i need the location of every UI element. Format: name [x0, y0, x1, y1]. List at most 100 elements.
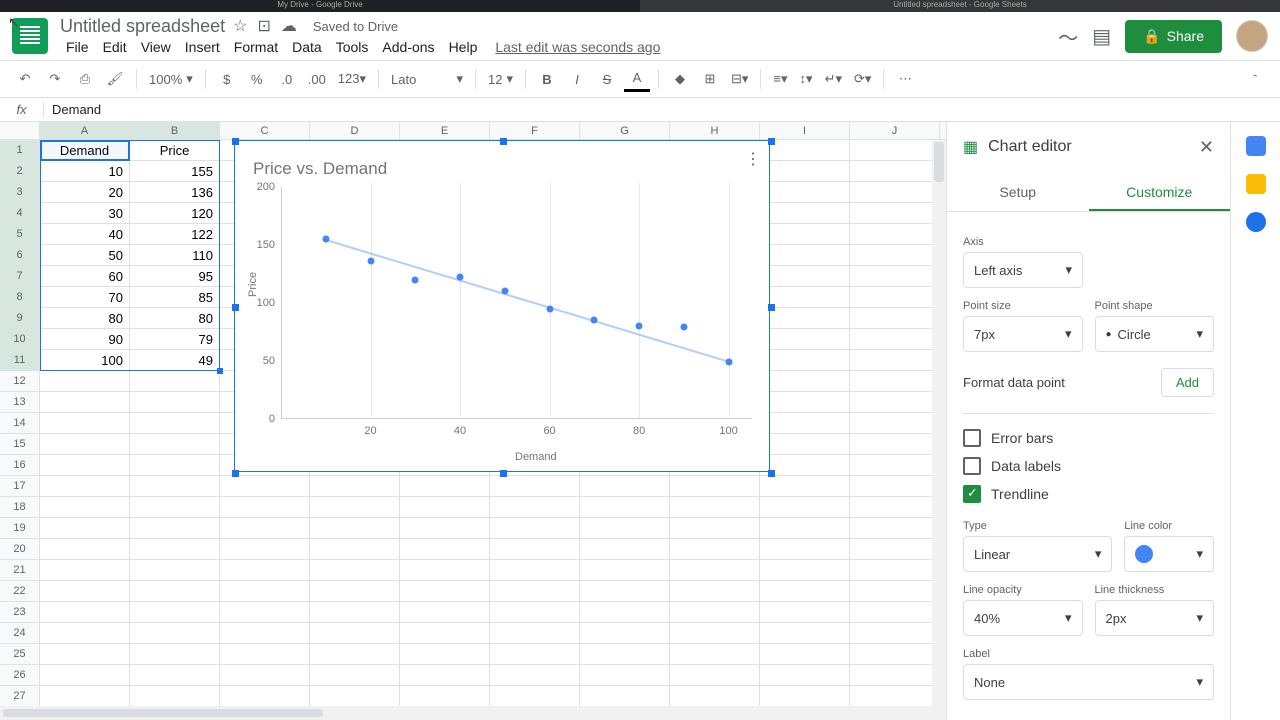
resize-handle[interactable]	[232, 304, 239, 311]
menu-add-ons[interactable]: Add-ons	[376, 37, 440, 57]
browser-tab-sheets[interactable]: Untitled spreadsheet - Google Sheets	[640, 0, 1280, 12]
cell[interactable]	[400, 623, 490, 644]
cell[interactable]	[130, 434, 220, 455]
move-icon[interactable]: ⊡	[257, 16, 270, 36]
point-size-dropdown[interactable]: 7px▾	[963, 316, 1083, 352]
cell[interactable]	[490, 539, 580, 560]
cell[interactable]	[580, 476, 670, 497]
cell[interactable]	[40, 392, 130, 413]
browser-tab-drive[interactable]: My Drive - Google Drive	[0, 0, 640, 12]
cell[interactable]: 90	[40, 329, 130, 350]
cell[interactable]	[850, 287, 940, 308]
borders-icon[interactable]: ⊞	[697, 66, 723, 92]
cell[interactable]	[40, 560, 130, 581]
cell[interactable]	[220, 518, 310, 539]
cell[interactable]	[220, 581, 310, 602]
cell[interactable]	[850, 497, 940, 518]
sheet-area[interactable]: ABCDEFGHIJ 12345678910111213141516171819…	[0, 122, 946, 720]
close-icon[interactable]: ✕	[1199, 137, 1214, 158]
cell[interactable]	[850, 455, 940, 476]
row-header[interactable]: 13	[0, 392, 39, 413]
resize-handle[interactable]	[500, 138, 507, 145]
cell[interactable]	[490, 665, 580, 686]
cell[interactable]	[850, 350, 940, 371]
cell[interactable]: 100	[40, 350, 130, 371]
cell[interactable]	[40, 434, 130, 455]
cell[interactable]	[310, 476, 400, 497]
cell[interactable]	[760, 518, 850, 539]
bold-icon[interactable]: B	[534, 66, 560, 92]
cell[interactable]	[40, 665, 130, 686]
resize-handle[interactable]	[500, 470, 507, 477]
cell[interactable]	[760, 644, 850, 665]
col-header[interactable]: E	[400, 122, 490, 139]
cell[interactable]	[670, 518, 760, 539]
menu-edit[interactable]: Edit	[97, 37, 133, 57]
col-header[interactable]: G	[580, 122, 670, 139]
cell[interactable]	[580, 623, 670, 644]
cell[interactable]	[220, 623, 310, 644]
cell[interactable]: 49	[130, 350, 220, 371]
resize-handle[interactable]	[768, 304, 775, 311]
cell[interactable]	[760, 245, 850, 266]
cell[interactable]: 40	[40, 224, 130, 245]
redo-icon[interactable]: ↷	[42, 66, 68, 92]
cell[interactable]	[580, 581, 670, 602]
menu-view[interactable]: View	[135, 37, 177, 57]
row-header[interactable]: 22	[0, 581, 39, 602]
cell[interactable]	[40, 686, 130, 707]
cell[interactable]	[400, 539, 490, 560]
cell[interactable]	[850, 182, 940, 203]
cell[interactable]	[850, 329, 940, 350]
cell[interactable]: Price	[130, 140, 220, 161]
cell[interactable]	[850, 434, 940, 455]
cell[interactable]	[850, 518, 940, 539]
cell[interactable]	[40, 371, 130, 392]
cell[interactable]	[760, 224, 850, 245]
number-format-dropdown[interactable]: 123▾	[334, 71, 370, 87]
cell[interactable]: 80	[40, 308, 130, 329]
select-all-corner[interactable]	[0, 122, 40, 139]
row-header[interactable]: 10	[0, 329, 39, 350]
paint-format-icon[interactable]: 🖌	[102, 66, 128, 92]
cell[interactable]	[130, 518, 220, 539]
chart-menu-icon[interactable]: ⋮	[745, 149, 761, 169]
cell[interactable]	[760, 266, 850, 287]
menu-tools[interactable]: Tools	[330, 37, 375, 57]
cell[interactable]	[670, 644, 760, 665]
cell[interactable]	[310, 602, 400, 623]
col-header[interactable]: A	[40, 122, 130, 139]
strike-icon[interactable]: S	[594, 66, 620, 92]
col-header[interactable]: B	[130, 122, 220, 139]
cell[interactable]	[130, 686, 220, 707]
row-header[interactable]: 23	[0, 602, 39, 623]
cell[interactable]	[400, 602, 490, 623]
row-header[interactable]: 17	[0, 476, 39, 497]
cell[interactable]	[220, 686, 310, 707]
cell[interactable]	[670, 665, 760, 686]
timeline-icon[interactable]: 〜	[1058, 22, 1078, 51]
tasks-icon[interactable]	[1246, 212, 1266, 232]
cell[interactable]	[850, 161, 940, 182]
cell[interactable]	[400, 665, 490, 686]
cell[interactable]	[670, 476, 760, 497]
cell[interactable]	[400, 560, 490, 581]
dec-increase-icon[interactable]: .00	[304, 66, 330, 92]
opacity-dropdown[interactable]: 40%▾	[963, 600, 1083, 636]
resize-handle[interactable]	[232, 470, 239, 477]
cell[interactable]: 70	[40, 287, 130, 308]
cell[interactable]	[490, 602, 580, 623]
cell[interactable]	[850, 665, 940, 686]
row-header[interactable]: 2	[0, 161, 39, 182]
cell[interactable]	[670, 581, 760, 602]
cell[interactable]	[760, 686, 850, 707]
percent-icon[interactable]: %	[244, 66, 270, 92]
print-icon[interactable]: ⎙	[72, 66, 98, 92]
currency-icon[interactable]: $	[214, 66, 240, 92]
cell[interactable]	[670, 602, 760, 623]
cell[interactable]	[670, 623, 760, 644]
cell[interactable]	[310, 644, 400, 665]
cell[interactable]	[40, 581, 130, 602]
cell[interactable]	[130, 623, 220, 644]
cell[interactable]	[310, 623, 400, 644]
